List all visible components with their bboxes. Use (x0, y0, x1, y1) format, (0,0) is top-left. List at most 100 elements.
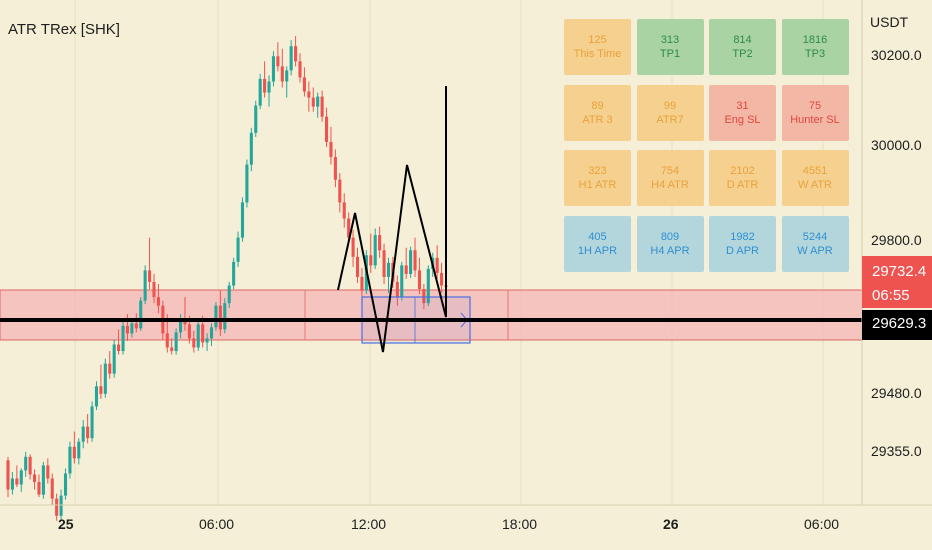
candle-body (130, 323, 134, 334)
candle-body (86, 426, 90, 439)
stat-tile-atr7: 99 ATR7 (636, 84, 704, 141)
stat-tile-eng-sl: 31 Eng SL (709, 84, 776, 141)
candle-body (294, 46, 298, 62)
stat-label: 1H APR (577, 244, 618, 257)
candle-body (32, 474, 37, 483)
candle-body (6, 460, 10, 490)
candle-body (46, 465, 50, 479)
candle-body (249, 132, 253, 165)
candle-body (232, 261, 236, 286)
stat-tile-1h-apr: 405 1H APR (564, 215, 631, 272)
stat-label: H4 APR (650, 244, 690, 257)
candle-body (324, 116, 329, 142)
candle-body (236, 237, 240, 262)
stat-label: H1 ATR (578, 179, 617, 191)
stat-label: ATR7 (656, 113, 684, 126)
candle-body (205, 338, 209, 343)
candle-body (276, 56, 280, 67)
currency-label: USDT (870, 14, 909, 30)
price-tick: 29480.0 (871, 385, 922, 401)
stat-label: D ATR (726, 179, 759, 191)
candle-body (117, 344, 121, 352)
candle-body (245, 164, 249, 203)
stat-tile-tp1: 313 TP1 (636, 19, 704, 75)
candle-body (386, 262, 391, 277)
candle-body (360, 276, 364, 291)
stat-value: 1816 (802, 34, 828, 46)
candle-body (148, 270, 152, 282)
candle-body (152, 281, 156, 298)
candle-body (223, 303, 227, 330)
candle-body (426, 268, 430, 304)
candle-body (307, 91, 311, 98)
candle-body (440, 272, 444, 286)
candle-body (355, 256, 360, 277)
candle-body (329, 141, 333, 158)
candle-body (218, 305, 222, 330)
candle-body (209, 327, 214, 339)
candle-body (404, 265, 408, 274)
candles-group (6, 36, 448, 521)
stat-value: 323 (588, 165, 607, 177)
candle-body (170, 347, 174, 352)
pattern-drawing[interactable] (337, 86, 447, 353)
candle-body (50, 478, 54, 499)
candle-body (72, 446, 76, 459)
candle-body (254, 105, 258, 133)
candle-body (41, 465, 45, 495)
candle-body (63, 473, 68, 496)
candle-body (19, 470, 23, 485)
candle-body (342, 202, 346, 219)
line-price-label: 29629.3 (872, 315, 927, 332)
candle-body (417, 270, 422, 290)
candle-body (369, 255, 373, 266)
stat-value: 2102 (730, 165, 755, 177)
time-tick: 06:00 (804, 516, 840, 532)
stat-label: H4 ATR (651, 179, 689, 191)
stat-tile-atr-3: 89 ATR 3 (564, 84, 631, 141)
stat-value: 754 (660, 165, 680, 177)
stat-value: 31 (736, 99, 749, 112)
candle-body (178, 319, 183, 333)
candle-body (302, 77, 306, 92)
candle-body (37, 482, 41, 495)
candle-body (112, 344, 116, 374)
candle-body (351, 237, 355, 257)
candle-body (192, 338, 196, 348)
candle-body (15, 478, 19, 485)
time-tick: 18:00 (502, 516, 538, 532)
stat-tile-d-atr: 2102 D ATR (709, 150, 776, 206)
candle-body (400, 265, 404, 298)
candle-body (143, 270, 147, 301)
stat-label: D APR (725, 244, 759, 257)
time-tick: 26 (663, 516, 679, 532)
time-tick: 25 (58, 516, 74, 532)
stat-label: W APR (797, 244, 833, 257)
stat-tile-this-time: 125 This Time (564, 19, 631, 75)
last-price-box (862, 256, 932, 308)
stat-label: This Time (573, 48, 622, 60)
candle-body (134, 323, 138, 329)
stat-value: 99 (663, 99, 677, 112)
candle-body (10, 478, 14, 490)
stat-label: ATR 3 (582, 113, 613, 126)
candle-body (81, 426, 85, 442)
candle-body (285, 70, 289, 82)
stat-tile-d-apr: 1982 D APR (709, 215, 776, 272)
stat-value: 125 (588, 34, 607, 46)
stat-value: 814 (733, 34, 752, 46)
candle-body (435, 257, 439, 273)
candle-body (214, 305, 218, 328)
stat-label: W ATR (797, 179, 832, 191)
stat-label: TP1 (659, 48, 681, 60)
candle-body (165, 333, 169, 348)
stat-value: 1982 (730, 230, 755, 243)
candle-body (289, 46, 293, 71)
candle-body (382, 250, 386, 277)
stat-label: Hunter SL (790, 113, 840, 126)
candle-body (333, 157, 337, 180)
stat-value: 809 (660, 230, 680, 243)
candle-body (94, 386, 99, 407)
stat-value: 89 (591, 99, 604, 112)
